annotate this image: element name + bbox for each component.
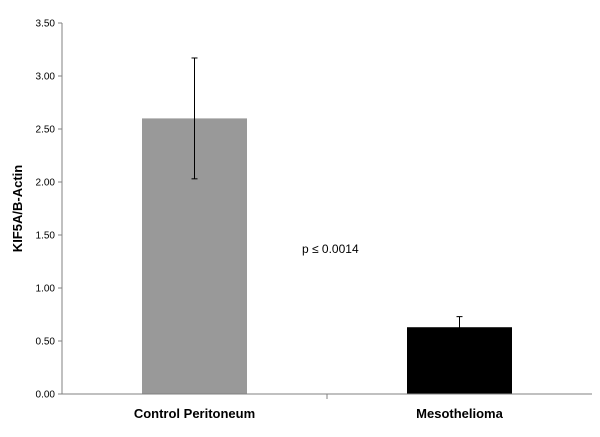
- y-tick-label: 3.50: [36, 19, 56, 30]
- error-bars: [191, 57, 463, 339]
- y-tick-label: 2.50: [36, 125, 56, 136]
- y-tick-label: 0.50: [36, 337, 56, 348]
- y-tick-label: 0.00: [36, 390, 56, 401]
- p-value-annotation: p ≤ 0.0014: [302, 242, 359, 256]
- y-axis-ticks: 0.00 0.50 1.00 1.50 2.00 2.50 3.00 3.50: [36, 19, 62, 401]
- y-tick-label: 1.50: [36, 231, 56, 242]
- x-category-label: Control Peritoneum: [134, 406, 255, 421]
- bar-1: [407, 327, 512, 394]
- y-tick-label: 3.00: [36, 72, 56, 83]
- y-axis-label: KIF5A/B-Actin: [10, 165, 25, 252]
- y-tick-label: 1.00: [36, 284, 56, 295]
- y-tick-label: 2.00: [36, 178, 56, 189]
- x-axis-categories: Control Peritoneum Mesothelioma: [134, 394, 504, 421]
- x-category-label: Mesothelioma: [416, 406, 503, 421]
- bars: [142, 118, 512, 395]
